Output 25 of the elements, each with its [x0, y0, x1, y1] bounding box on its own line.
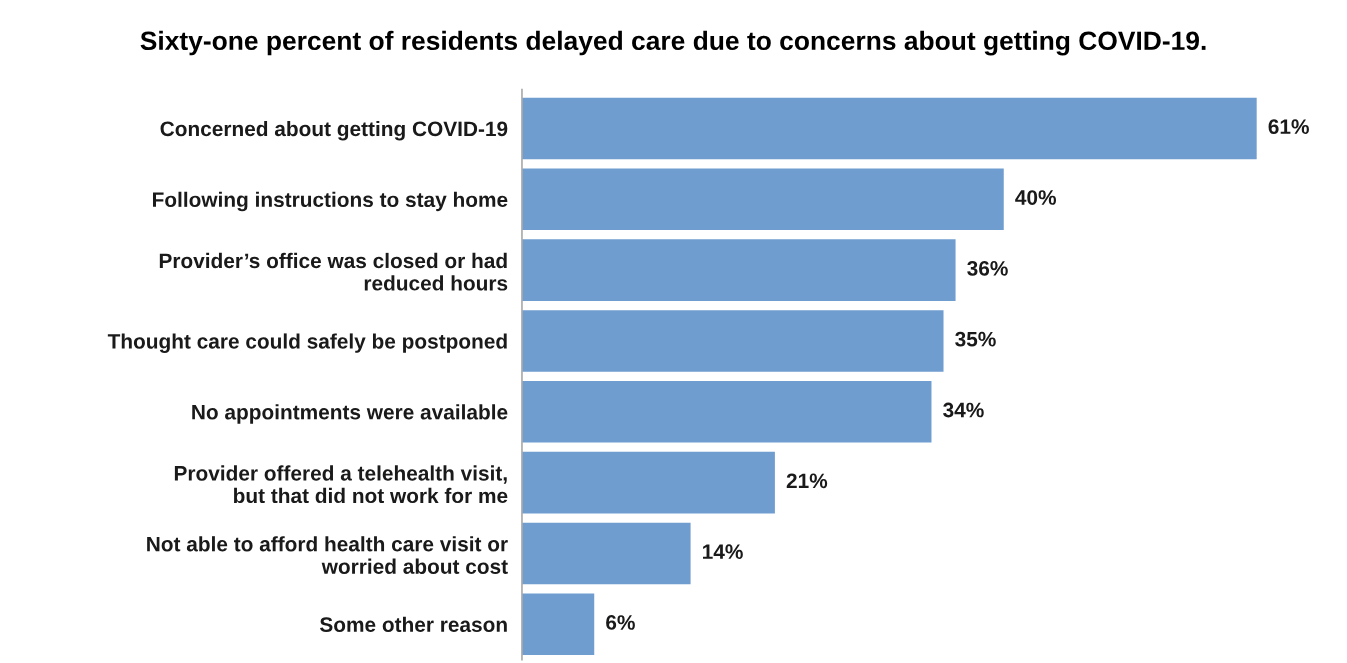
y-tick-label: No appointments were available — [192, 404, 508, 424]
bar — [521, 522, 691, 585]
y-tick-label: Thought care could safely be postponed — [107, 333, 507, 353]
data-label: 36% — [967, 260, 1008, 276]
bar — [521, 593, 595, 656]
bar — [521, 239, 956, 301]
data-label: 14% — [703, 544, 743, 559]
y-tick-label: Provider offered a telehealth visit, but that did not work for me — [174, 465, 508, 504]
bar — [521, 380, 932, 443]
bar — [521, 97, 1257, 160]
data-label: 21% — [786, 473, 828, 489]
y-tick-label: Concerned about getting COVID-19 — [160, 120, 508, 141]
data-label: 61% — [1268, 119, 1309, 135]
data-label: 40% — [1015, 190, 1057, 205]
data-label: 35% — [955, 331, 996, 347]
chart-title: Sixty-one percent of residents delayed care due to concerns about getting COVID-19. — [140, 30, 1206, 56]
y-tick-label: Some other reason — [319, 616, 507, 633]
bar — [521, 168, 1004, 231]
data-label: 34% — [943, 402, 984, 418]
y-tick-label: Provider’s office was closed or had reduced hours — [159, 252, 508, 291]
y-tick-label: Not able to afford health care visit or worried about cost — [147, 536, 508, 574]
bar — [521, 310, 944, 372]
data-label: 6% — [606, 615, 635, 630]
bar — [521, 451, 775, 514]
y-tick-label: Following instructions to stay home — [153, 191, 508, 212]
